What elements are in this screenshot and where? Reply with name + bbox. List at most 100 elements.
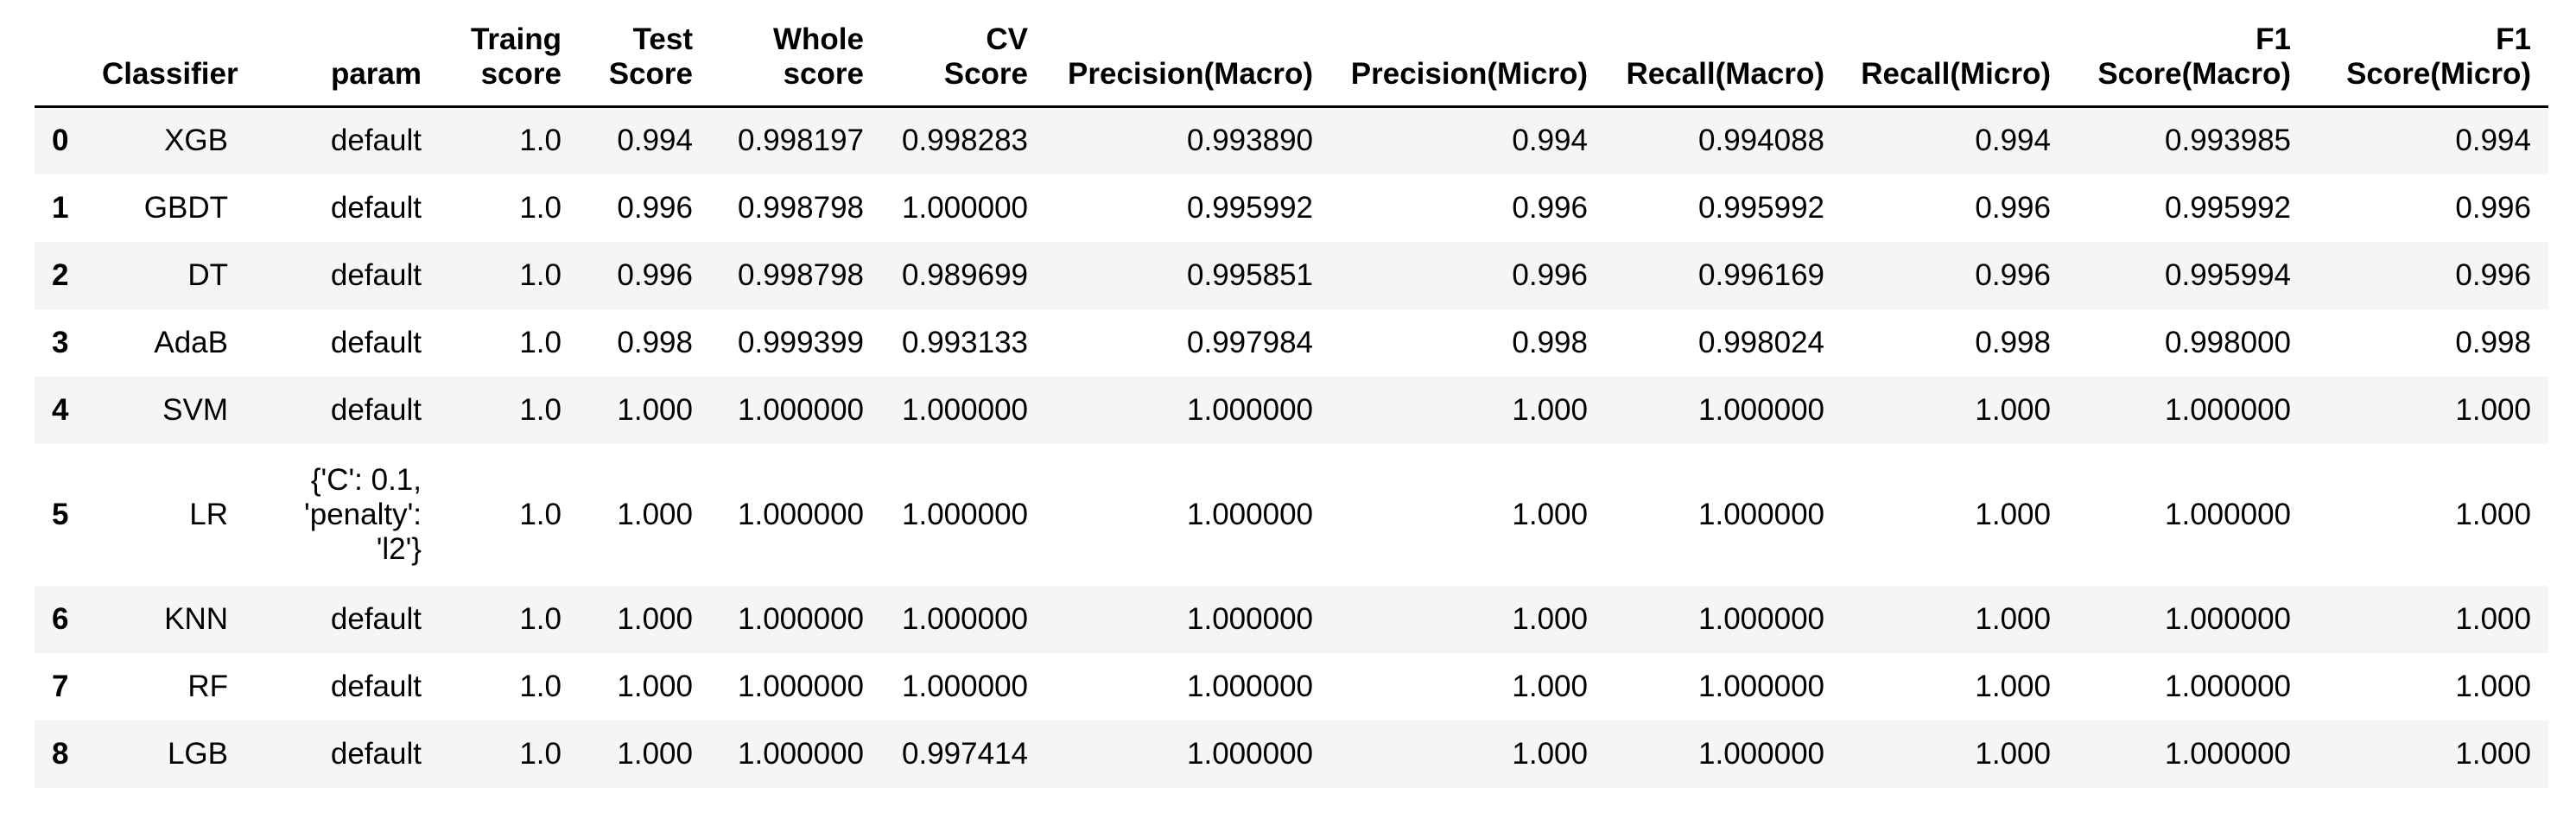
cell-recall-macro: 1.000000 (1698, 497, 1824, 531)
cell-f1-macro: 1.000000 (2165, 669, 2291, 703)
row-index: 2 (52, 257, 69, 292)
cell-whole-score: 1.000000 (738, 736, 864, 771)
cell-precision-micro: 1.000 (1512, 497, 1588, 531)
cell-f1-micro: 1.000 (2455, 669, 2531, 703)
cell-cv-score: 0.998283 (902, 124, 1028, 158)
cell-classifier: KNN (164, 601, 228, 636)
cell-precision-micro: 0.996 (1512, 257, 1588, 292)
cell-param: default (330, 601, 422, 636)
table-row: 8 LGB default 1.0 1.000 1.000000 0.99741… (35, 720, 2548, 788)
cell-f1-macro: 1.000000 (2165, 392, 2291, 427)
cell-cv-score: 1.000000 (902, 392, 1028, 427)
cell-recall-micro: 1.000 (1975, 669, 2051, 703)
cell-cv-score: 1.000000 (902, 190, 1028, 225)
table-header: Classifier param Traing score Test Score… (35, 19, 2548, 108)
cell-cv-score: 0.997414 (902, 736, 1028, 771)
cell-training-score: 1.0 (519, 669, 562, 703)
cell-f1-micro: 0.996 (2455, 257, 2531, 292)
header-precision-micro: Precision(Micro) (1330, 19, 1605, 108)
cell-f1-macro: 0.995992 (2165, 190, 2291, 225)
cell-whole-score: 1.000000 (738, 392, 864, 427)
header-f1-macro: F1 Score(Macro) (2068, 19, 2308, 108)
cell-f1-micro: 0.998 (2455, 325, 2531, 359)
cell-training-score: 1.0 (519, 736, 562, 771)
cell-param: default (330, 124, 422, 158)
header-classifier: Classifier (85, 19, 245, 108)
row-index: 4 (52, 392, 69, 427)
cell-precision-macro: 0.993890 (1187, 124, 1313, 158)
cell-precision-micro: 0.996 (1512, 190, 1588, 225)
cell-param: default (330, 325, 422, 359)
table-body: 0 XGB default 1.0 0.994 0.998197 0.99828… (35, 106, 2548, 788)
cell-cv-score: 0.993133 (902, 325, 1028, 359)
cell-f1-macro: 1.000000 (2165, 497, 2291, 531)
header-recall-macro: Recall(Macro) (1605, 19, 1842, 108)
cell-cv-score: 1.000000 (902, 669, 1028, 703)
cell-cv-score: 0.989699 (902, 257, 1028, 292)
cell-recall-micro: 1.000 (1975, 736, 2051, 771)
cell-test-score: 0.996 (617, 257, 693, 292)
cell-precision-macro: 1.000000 (1187, 497, 1313, 531)
cell-test-score: 0.998 (617, 325, 693, 359)
cell-f1-macro: 0.995994 (2165, 257, 2291, 292)
cell-classifier: SVM (162, 392, 228, 427)
cell-recall-macro: 0.996169 (1698, 257, 1824, 292)
cell-f1-micro: 1.000 (2455, 497, 2531, 531)
cell-recall-micro: 0.996 (1975, 257, 2051, 292)
cell-whole-score: 0.998798 (738, 190, 864, 225)
cell-f1-micro: 0.994 (2455, 124, 2531, 158)
table-row: 6 KNN default 1.0 1.000 1.000000 1.00000… (35, 585, 2548, 653)
cell-whole-score: 0.999399 (738, 325, 864, 359)
cell-precision-micro: 1.000 (1512, 601, 1588, 636)
cell-classifier: LGB (167, 736, 228, 771)
table-row: 2 DT default 1.0 0.996 0.998798 0.989699… (35, 241, 2548, 309)
cell-whole-score: 0.998197 (738, 124, 864, 158)
cell-recall-macro: 0.998024 (1698, 325, 1824, 359)
cell-training-score: 1.0 (519, 497, 562, 531)
cell-param: default (330, 392, 422, 427)
cell-f1-micro: 1.000 (2455, 601, 2531, 636)
header-f1-micro: F1 Score(Micro) (2308, 19, 2548, 108)
cell-recall-macro: 1.000000 (1698, 736, 1824, 771)
cell-precision-micro: 0.998 (1512, 325, 1588, 359)
cell-classifier: RF (187, 669, 228, 703)
cell-test-score: 0.996 (617, 190, 693, 225)
cell-recall-micro: 1.000 (1975, 392, 2051, 427)
cell-f1-micro: 0.996 (2455, 190, 2531, 225)
header-training-score: Traing score (439, 19, 579, 108)
cell-precision-macro: 0.997984 (1187, 325, 1313, 359)
header-precision-macro: Precision(Macro) (1045, 19, 1330, 108)
cell-cv-score: 1.000000 (902, 601, 1028, 636)
cell-precision-macro: 1.000000 (1187, 392, 1313, 427)
cell-classifier: DT (187, 257, 228, 292)
cell-param: default (330, 190, 422, 225)
cell-param: default (330, 669, 422, 703)
cell-classifier: AdaB (154, 325, 228, 359)
cell-whole-score: 1.000000 (738, 669, 864, 703)
cell-param: {'C': 0.1, 'penalty': 'l2'} (304, 462, 422, 566)
cell-precision-micro: 1.000 (1512, 669, 1588, 703)
header-test-score: Test Score (579, 19, 710, 108)
cell-precision-macro: 0.995992 (1187, 190, 1313, 225)
cell-classifier: GBDT (143, 190, 228, 225)
cell-f1-macro: 1.000000 (2165, 736, 2291, 771)
cell-f1-macro: 0.993985 (2165, 124, 2291, 158)
cell-f1-micro: 1.000 (2455, 736, 2531, 771)
row-index: 1 (52, 190, 69, 225)
table-row: 1 GBDT default 1.0 0.996 0.998798 1.0000… (35, 174, 2548, 242)
cell-training-score: 1.0 (519, 325, 562, 359)
cell-whole-score: 1.000000 (738, 497, 864, 531)
cell-recall-micro: 1.000 (1975, 601, 2051, 636)
cell-param: default (330, 736, 422, 771)
cell-recall-macro: 0.994088 (1698, 124, 1824, 158)
cell-recall-micro: 0.996 (1975, 190, 2051, 225)
header-recall-micro: Recall(Micro) (1842, 19, 2068, 108)
table-row: 4 SVM default 1.0 1.000 1.000000 1.00000… (35, 376, 2548, 444)
cell-precision-macro: 1.000000 (1187, 736, 1313, 771)
cell-precision-micro: 1.000 (1512, 392, 1588, 427)
cell-classifier: LR (189, 497, 228, 531)
cell-recall-micro: 1.000 (1975, 497, 2051, 531)
cell-precision-micro: 0.994 (1512, 124, 1588, 158)
cell-recall-micro: 0.994 (1975, 124, 2051, 158)
header-row: Classifier param Traing score Test Score… (35, 19, 2548, 108)
